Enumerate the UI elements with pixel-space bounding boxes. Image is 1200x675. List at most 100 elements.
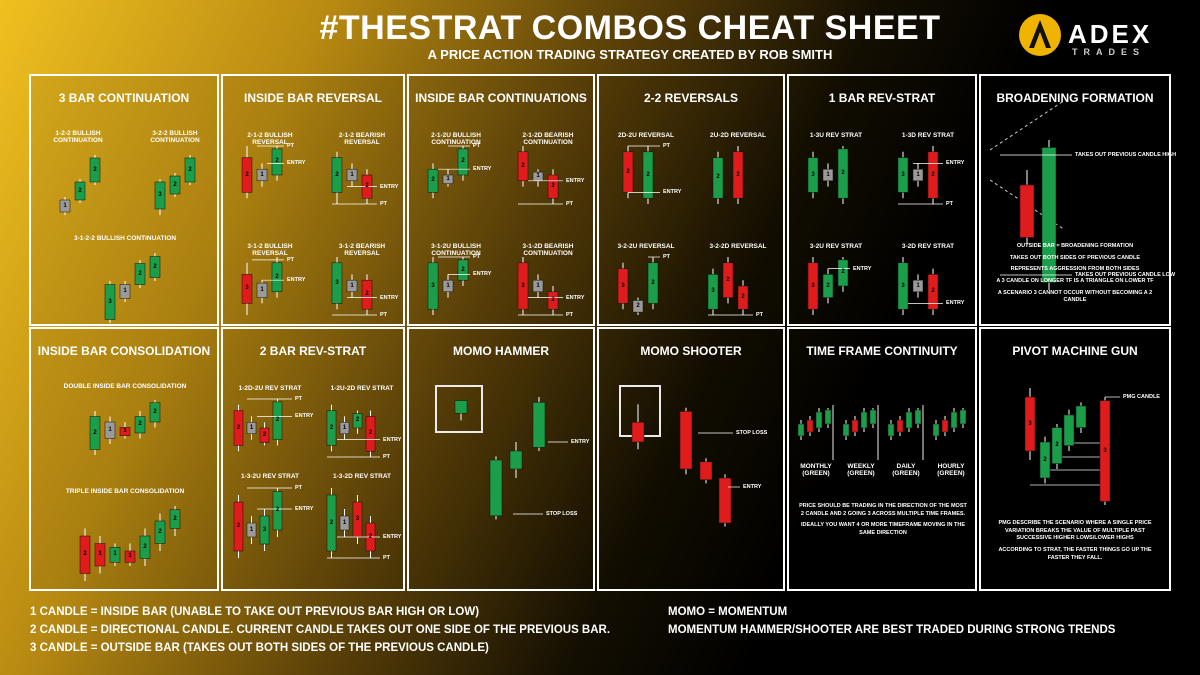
note-label: ENTRY [571,439,590,445]
logo-name: ADEX [1068,19,1153,49]
candle-label: 3 [901,171,905,178]
note-label: ENTRY [566,177,585,184]
candle-body [134,263,146,285]
note-label: ENTRY [380,183,399,190]
candle-label: 2 [275,158,279,165]
candle-label: 1 [260,286,264,293]
candle-body [339,421,350,435]
candle-body [331,262,343,304]
candle-body [1019,184,1035,238]
note-paragraph: OUTSIDE BAR = BROADENING FORMATION [1016,243,1134,249]
candle-body [617,268,629,304]
candle-label: 2 [262,431,267,438]
note-label: ENTRY [946,300,965,307]
candle-body [326,410,337,446]
footer-line: 3 CANDLE = OUTSIDE BAR (TAKES OUT BOTH S… [30,642,489,654]
diagram-caption: 2-1-2 BEARISH REVERSAL [338,132,386,147]
candle-body [256,168,268,182]
candle-body [331,157,343,193]
candle-label: 2 [651,279,655,286]
candle-label: 1 [63,202,67,209]
candle-body [365,416,376,452]
candle-body [154,181,166,210]
note-paragraph: A SCENARIO 3 CANNOT OCCUR WITHOUT BECOMI… [997,289,1153,304]
note-label: PMG CANDLE [1123,394,1160,400]
candle-body [59,199,71,213]
candle-body [454,400,468,414]
panel [787,74,977,326]
candle-label: 1 [260,171,264,178]
candle-body [517,151,529,182]
diagram-caption: 3-1-2D BEARISH CONTINUATION [522,243,574,258]
footer-line: 1 CANDLE = INSIDE BAR (UNABLE TO TAKE OU… [30,606,480,618]
candle-label: 3 [621,282,625,289]
note-label: PT [663,254,671,260]
candle-body [824,409,832,425]
candle-label: 2 [726,276,730,283]
diagram-caption: 2-1-2 BULLISH REVERSAL [247,132,293,147]
candle-label: 2 [93,166,97,173]
panel [221,74,405,326]
candle-body [806,419,814,433]
candle-label: 3 [262,526,267,533]
candle-body [427,168,439,193]
candle-label: 2 [365,183,369,190]
candle-label: 3 [1028,420,1032,427]
candle-body [1075,405,1087,428]
candle-label: 2 [83,551,87,558]
candle-label: 1 [916,171,920,178]
candle-body [233,501,244,552]
candle-body [547,174,559,199]
candle-body [246,522,257,538]
panel-title: 3 BAR CONTINUATION [58,91,190,105]
candle-label: 1 [128,553,132,560]
note-label: ENTRY [295,506,314,512]
candle-body [932,423,940,437]
candle-label: 2 [275,273,279,280]
candle-label: 1 [123,288,127,294]
candle-label: 2 [461,266,465,273]
candle-label: 2 [188,166,192,173]
note-paragraph: REPRESENTS AGGRESSION FROM BOTH SIDES [1010,266,1140,273]
diagram-caption: 1-3-2U REV STRAT [240,473,300,480]
candle-body [914,409,922,425]
diagram-caption: 3-1-2-2 BULLISH CONTINUATION [73,235,177,242]
diagram-caption: 3-2U REV STRAT [809,243,863,250]
note-label: ENTRY [566,294,585,301]
candle-body [905,411,913,429]
candle-body [837,259,849,287]
note-label: ENTRY [383,436,402,443]
candle-body [272,401,283,440]
note-label: ENTRY [473,271,492,278]
diagram-caption: 3-1-2 BEARISH REVERSAL [338,243,386,258]
candle-body [169,175,181,195]
candle-body [896,419,904,433]
note-label: STOP LOSS [546,511,578,517]
panel [979,74,1171,326]
note-label: PT [383,555,391,561]
candle-label: 3 [335,279,339,286]
panel [407,74,595,326]
logo-mark [1019,14,1061,56]
diagram-caption: 2U-2D REVERSAL [710,132,766,139]
note-label: PT [295,396,303,402]
candle-label: 2 [236,424,241,431]
note-label: ENTRY [946,160,965,167]
candle-label: 2 [841,269,845,276]
candle-body [927,274,939,310]
candle-label: 2 [1055,442,1059,449]
highlight-box [435,385,483,433]
footer-line: MOMENTUM HAMMER/SHOOTER ARE BEST TRADED … [668,624,1116,636]
note-label: ENTRY [380,294,399,301]
note-label: ENTRY [295,413,314,420]
candle-body [134,416,146,434]
candle-label: 3 [245,285,249,292]
candle-label: 2 [138,270,142,277]
logo-letter [1029,20,1051,48]
candle-body [442,279,454,293]
candle-body [119,284,131,299]
candle-body [352,413,363,429]
panel [597,74,785,326]
candle-body [89,157,101,183]
